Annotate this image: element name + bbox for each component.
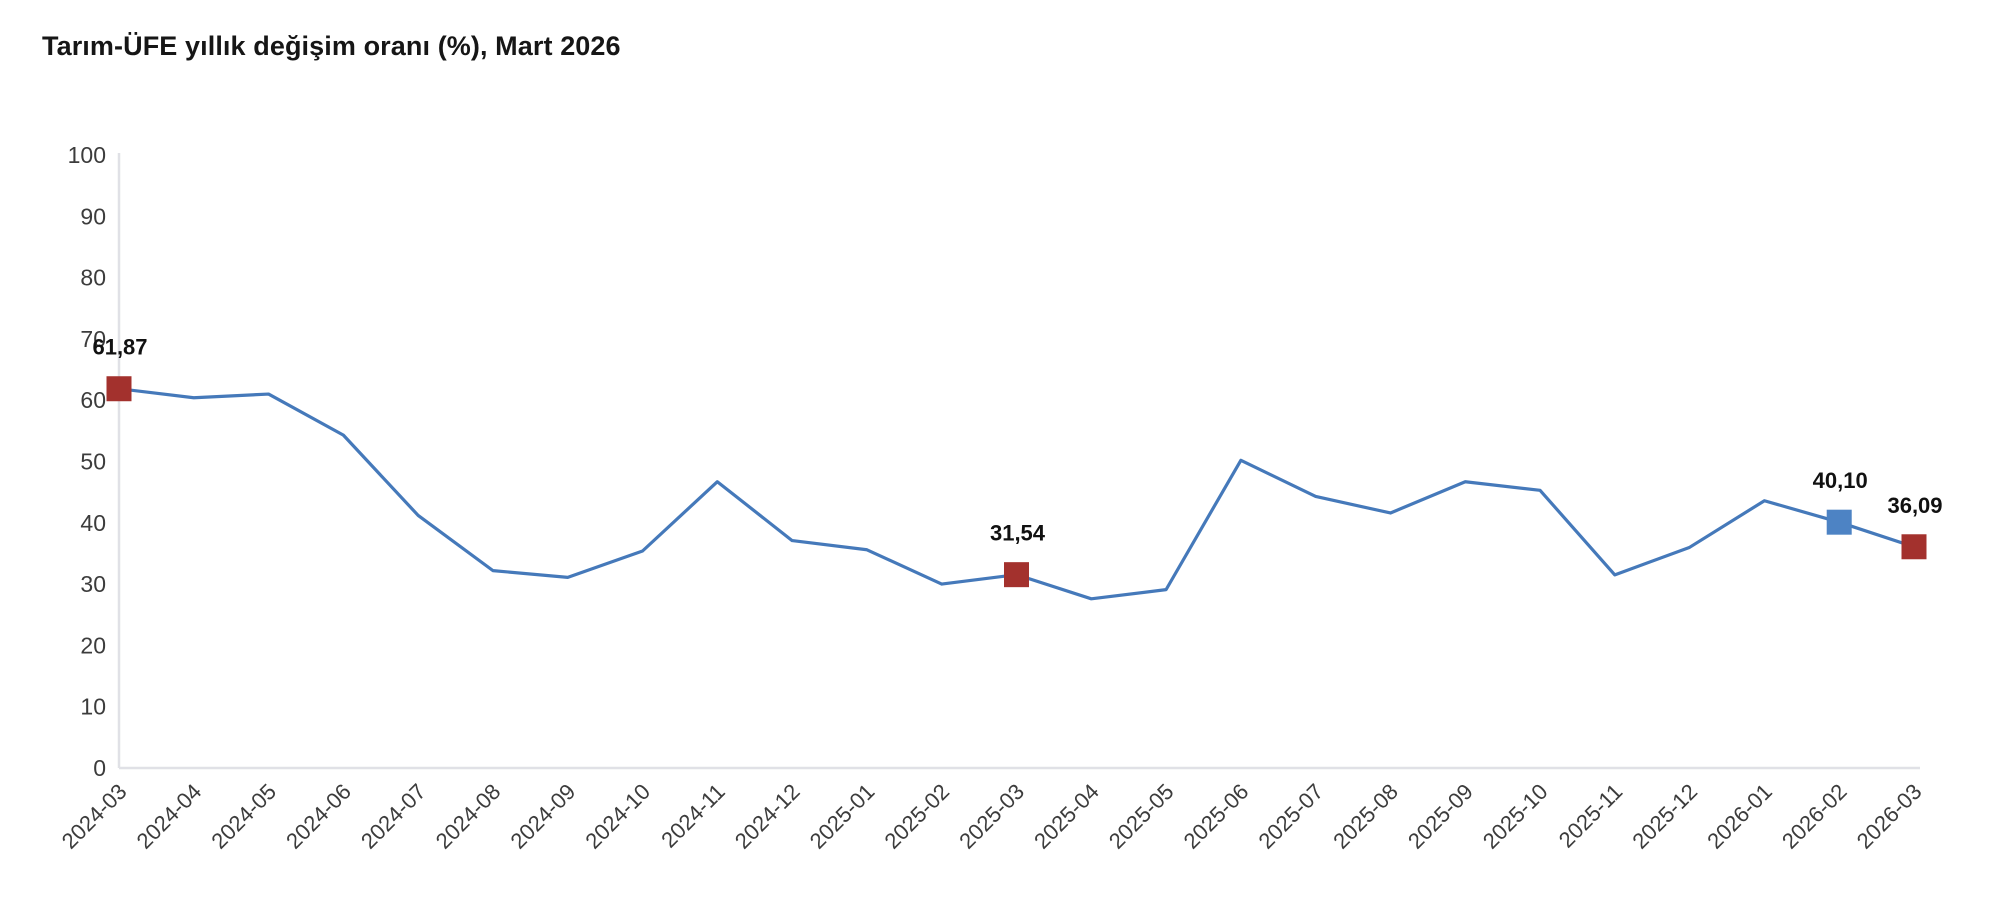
- x-tick-label: 2024-03: [57, 779, 132, 854]
- y-tick-label: 10: [80, 694, 106, 720]
- x-tick-label: 2026-03: [1852, 779, 1927, 854]
- y-tick-label: 90: [80, 203, 106, 229]
- x-tick-label: 2026-01: [1702, 779, 1777, 854]
- data-point-marker-2026-03[interactable]: [1901, 534, 1927, 560]
- data-point-label-2024-03: 61,87: [92, 335, 147, 360]
- y-tick-label: 40: [80, 510, 106, 536]
- y-tick-label: 80: [80, 265, 106, 291]
- data-point-marker-2024-03[interactable]: [106, 376, 132, 402]
- x-tick-label: 2024-06: [281, 779, 356, 854]
- x-tick-label: 2026-02: [1777, 779, 1852, 854]
- y-tick-label: 30: [80, 571, 106, 597]
- x-tick-label: 2024-08: [431, 779, 506, 854]
- x-tick-label: 2024-10: [580, 779, 655, 854]
- data-point-marker-2025-03[interactable]: [1004, 562, 1029, 588]
- x-tick-label: 2025-08: [1328, 779, 1403, 854]
- chart-title: Tarım-ÜFE yıllık değişim oranı (%), Mart…: [42, 31, 621, 61]
- y-tick-label: 50: [80, 449, 106, 475]
- x-tick-label: 2025-12: [1627, 779, 1702, 854]
- x-tick-label: 2025-07: [1253, 779, 1328, 854]
- x-tick-label: 2025-02: [879, 779, 954, 854]
- y-tick-label: 100: [68, 142, 106, 168]
- x-tick-label: 2025-06: [1179, 779, 1254, 854]
- x-tick-label: 2025-09: [1403, 779, 1478, 854]
- x-tick-label: 2024-12: [730, 779, 805, 854]
- y-tick-label: 0: [93, 755, 106, 781]
- x-tick-label: 2025-05: [1104, 779, 1179, 854]
- x-tick-label: 2024-04: [132, 779, 207, 854]
- data-point-label-2025-03: 31,54: [990, 521, 1046, 546]
- x-tick-label: 2025-10: [1478, 779, 1553, 854]
- data-point-label-2026-02: 40,10: [1813, 468, 1868, 493]
- y-tick-label: 70: [80, 326, 106, 352]
- x-tick-label: 2024-11: [656, 779, 730, 853]
- y-tick-label: 20: [80, 632, 106, 658]
- x-tick-label: 2024-07: [356, 779, 431, 854]
- x-tick-label: 2025-11: [1554, 779, 1628, 853]
- data-point-label-2026-03: 36,09: [1887, 493, 1942, 518]
- data-point-marker-2026-02[interactable]: [1826, 509, 1852, 535]
- x-tick-label: 2025-04: [1029, 779, 1104, 854]
- x-tick-label: 2025-03: [954, 779, 1029, 854]
- x-tick-label: 2024-05: [206, 779, 281, 854]
- x-tick-label: 2024-09: [506, 779, 581, 854]
- y-tick-label: 60: [80, 387, 106, 413]
- x-tick-label: 2025-01: [805, 779, 880, 854]
